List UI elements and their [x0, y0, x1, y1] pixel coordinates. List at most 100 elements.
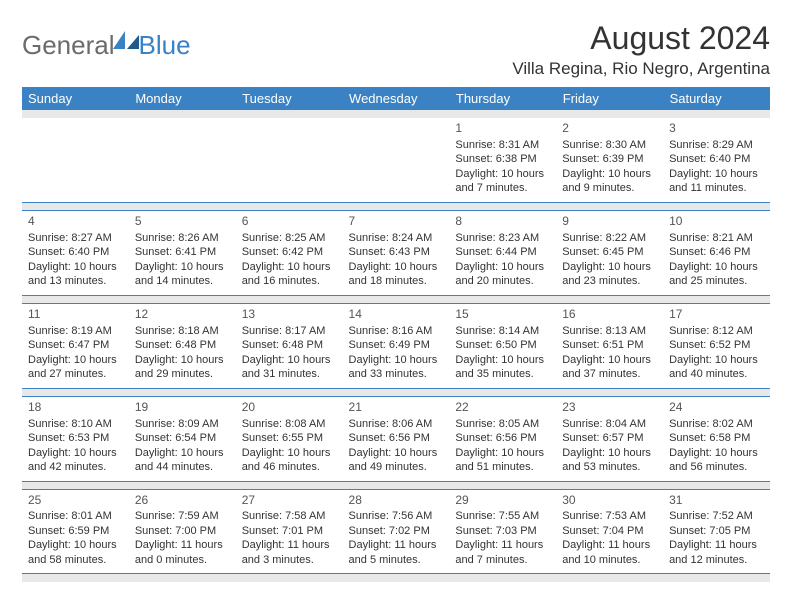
day-cell: 27Sunrise: 7:58 AMSunset: 7:01 PMDayligh…	[236, 489, 343, 574]
daylight-text: Daylight: 10 hours	[28, 538, 123, 553]
week-row: 18Sunrise: 8:10 AMSunset: 6:53 PMDayligh…	[22, 396, 770, 481]
logo-sail-icon	[113, 31, 139, 51]
sunrise-text: Sunrise: 8:31 AM	[455, 138, 550, 153]
sunset-text: Sunset: 6:45 PM	[562, 245, 657, 260]
daylight-text: Daylight: 10 hours	[28, 353, 123, 368]
daylight-text: Daylight: 11 hours	[455, 538, 550, 553]
daylight-text: and 51 minutes.	[455, 460, 550, 475]
sunrise-text: Sunrise: 8:22 AM	[562, 231, 657, 246]
daylight-text: and 16 minutes.	[242, 274, 337, 289]
banding-row	[22, 110, 770, 118]
daylight-text: and 7 minutes.	[455, 181, 550, 196]
sunset-text: Sunset: 6:43 PM	[349, 245, 444, 260]
sunrise-text: Sunrise: 8:08 AM	[242, 417, 337, 432]
day-number: 13	[242, 307, 337, 323]
daylight-text: and 0 minutes.	[135, 553, 230, 568]
daylight-text: and 42 minutes.	[28, 460, 123, 475]
day-number: 3	[669, 121, 764, 137]
sunset-text: Sunset: 6:54 PM	[135, 431, 230, 446]
page-header: General Blue August 2024 Villa Regina, R…	[22, 20, 770, 79]
day-header: Friday	[556, 87, 663, 110]
day-cell: 10Sunrise: 8:21 AMSunset: 6:46 PMDayligh…	[663, 210, 770, 295]
day-number: 23	[562, 400, 657, 416]
daylight-text: Daylight: 11 hours	[242, 538, 337, 553]
sunrise-text: Sunrise: 8:21 AM	[669, 231, 764, 246]
day-cell: 14Sunrise: 8:16 AMSunset: 6:49 PMDayligh…	[343, 303, 450, 388]
day-header: Sunday	[22, 87, 129, 110]
daylight-text: and 31 minutes.	[242, 367, 337, 382]
day-cell: 28Sunrise: 7:56 AMSunset: 7:02 PMDayligh…	[343, 489, 450, 574]
daylight-text: Daylight: 10 hours	[455, 260, 550, 275]
day-cell: 31Sunrise: 7:52 AMSunset: 7:05 PMDayligh…	[663, 489, 770, 574]
day-cell: 30Sunrise: 7:53 AMSunset: 7:04 PMDayligh…	[556, 489, 663, 574]
day-number: 20	[242, 400, 337, 416]
sunset-text: Sunset: 6:48 PM	[242, 338, 337, 353]
daylight-text: and 44 minutes.	[135, 460, 230, 475]
banding-row	[22, 574, 770, 582]
sunrise-text: Sunrise: 8:19 AM	[28, 324, 123, 339]
daylight-text: and 53 minutes.	[562, 460, 657, 475]
daylight-text: Daylight: 10 hours	[669, 260, 764, 275]
day-cell: 3Sunrise: 8:29 AMSunset: 6:40 PMDaylight…	[663, 118, 770, 202]
day-cell: 20Sunrise: 8:08 AMSunset: 6:55 PMDayligh…	[236, 396, 343, 481]
sunrise-text: Sunrise: 8:05 AM	[455, 417, 550, 432]
day-number: 11	[28, 307, 123, 323]
sunrise-text: Sunrise: 8:09 AM	[135, 417, 230, 432]
daylight-text: Daylight: 10 hours	[135, 446, 230, 461]
day-cell: 4Sunrise: 8:27 AMSunset: 6:40 PMDaylight…	[22, 210, 129, 295]
sunrise-text: Sunrise: 8:02 AM	[669, 417, 764, 432]
daylight-text: Daylight: 10 hours	[28, 260, 123, 275]
daylight-text: Daylight: 10 hours	[562, 353, 657, 368]
banding-row	[22, 202, 770, 210]
day-number: 7	[349, 214, 444, 230]
sunset-text: Sunset: 7:01 PM	[242, 524, 337, 539]
daylight-text: Daylight: 11 hours	[135, 538, 230, 553]
daylight-text: Daylight: 11 hours	[349, 538, 444, 553]
daylight-text: and 18 minutes.	[349, 274, 444, 289]
sunrise-text: Sunrise: 8:23 AM	[455, 231, 550, 246]
daylight-text: Daylight: 10 hours	[135, 260, 230, 275]
sunrise-text: Sunrise: 7:55 AM	[455, 509, 550, 524]
month-title: August 2024	[512, 20, 770, 57]
day-number: 10	[669, 214, 764, 230]
logo-text-general: General	[22, 30, 115, 61]
sunset-text: Sunset: 6:39 PM	[562, 152, 657, 167]
day-cell: 13Sunrise: 8:17 AMSunset: 6:48 PMDayligh…	[236, 303, 343, 388]
sunset-text: Sunset: 6:55 PM	[242, 431, 337, 446]
daylight-text: Daylight: 11 hours	[669, 538, 764, 553]
daylight-text: and 11 minutes.	[669, 181, 764, 196]
sunrise-text: Sunrise: 8:17 AM	[242, 324, 337, 339]
sunrise-text: Sunrise: 8:26 AM	[135, 231, 230, 246]
daylight-text: and 14 minutes.	[135, 274, 230, 289]
daylight-text: Daylight: 10 hours	[669, 446, 764, 461]
day-number: 17	[669, 307, 764, 323]
sunrise-text: Sunrise: 8:10 AM	[28, 417, 123, 432]
daylight-text: and 10 minutes.	[562, 553, 657, 568]
daylight-text: and 46 minutes.	[242, 460, 337, 475]
sunset-text: Sunset: 6:42 PM	[242, 245, 337, 260]
banding-row	[22, 295, 770, 303]
daylight-text: and 13 minutes.	[28, 274, 123, 289]
daylight-text: and 29 minutes.	[135, 367, 230, 382]
calendar-table: SundayMondayTuesdayWednesdayThursdayFrid…	[22, 87, 770, 582]
day-number: 27	[242, 493, 337, 509]
sunset-text: Sunset: 6:44 PM	[455, 245, 550, 260]
sunset-text: Sunset: 6:58 PM	[669, 431, 764, 446]
day-number: 22	[455, 400, 550, 416]
day-cell: 7Sunrise: 8:24 AMSunset: 6:43 PMDaylight…	[343, 210, 450, 295]
day-number: 29	[455, 493, 550, 509]
sunset-text: Sunset: 6:57 PM	[562, 431, 657, 446]
sunrise-text: Sunrise: 8:14 AM	[455, 324, 550, 339]
location-text: Villa Regina, Rio Negro, Argentina	[512, 59, 770, 79]
sunrise-text: Sunrise: 8:25 AM	[242, 231, 337, 246]
day-cell: 2Sunrise: 8:30 AMSunset: 6:39 PMDaylight…	[556, 118, 663, 202]
sunset-text: Sunset: 7:02 PM	[349, 524, 444, 539]
sunrise-text: Sunrise: 8:04 AM	[562, 417, 657, 432]
day-number: 21	[349, 400, 444, 416]
day-cell: 17Sunrise: 8:12 AMSunset: 6:52 PMDayligh…	[663, 303, 770, 388]
day-number: 28	[349, 493, 444, 509]
week-row: 1Sunrise: 8:31 AMSunset: 6:38 PMDaylight…	[22, 118, 770, 202]
day-header: Wednesday	[343, 87, 450, 110]
sunset-text: Sunset: 6:49 PM	[349, 338, 444, 353]
sunset-text: Sunset: 7:00 PM	[135, 524, 230, 539]
